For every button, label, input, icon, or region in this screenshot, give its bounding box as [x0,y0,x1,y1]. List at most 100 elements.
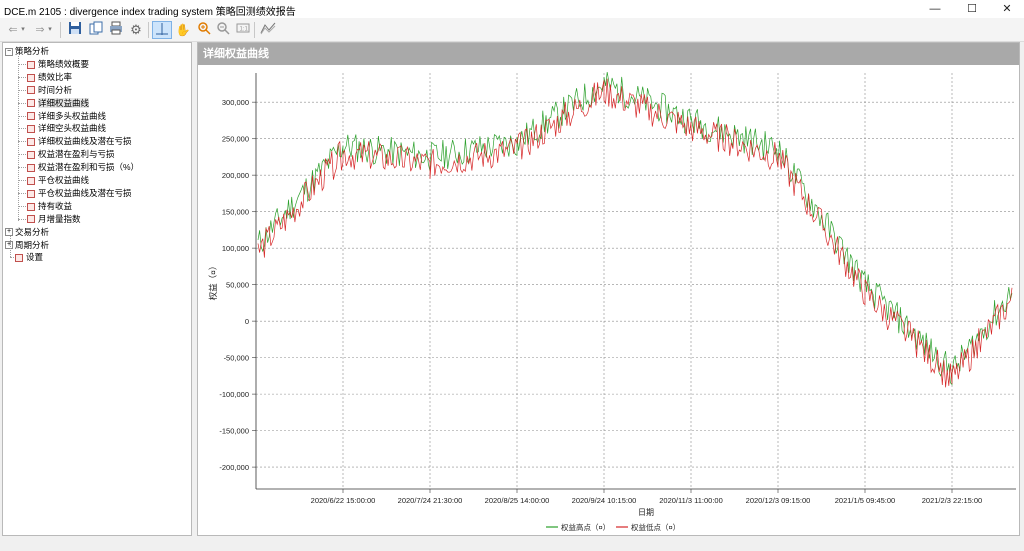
arrow-left-icon[interactable]: ⇐ [8,24,18,36]
tree-connector [18,56,19,221]
crosshair-icon[interactable] [152,21,172,39]
title-bar: DCE.m 2105 : divergence index trading sy… [0,0,1024,18]
y-tick-label: -150,000 [219,427,249,436]
tree-group-0[interactable]: − 策略分析 [5,45,49,58]
tree-item-label: 平仓权益曲线及潜在亏损 [38,187,132,198]
tree-connector [10,257,14,259]
equity-chart: 300,000 250,000 200,000 150,000 100,000 50,00… [208,71,1016,532]
tree-item-label: 平仓权益曲线 [38,175,90,185]
x-tick-label: 2020/12/3 09:15:00 [746,496,811,505]
y-tick-label: 300,000 [222,98,249,107]
maximize-button[interactable]: ☐ [967,3,977,15]
tree-item[interactable]: 详细多头权益曲线 [27,110,106,123]
y-tick-label: 0 [245,317,249,326]
y-tick-label: 200,000 [222,171,249,180]
tree-item[interactable]: 详细空头权益曲线 [27,122,106,135]
print-icon[interactable] [107,21,125,39]
report-page-icon [27,112,35,121]
toolbar-separator [60,22,61,38]
tree-item-label: 权益潜在盈利与亏损 [38,149,115,160]
tree-item[interactable]: 时间分析 [27,84,72,97]
y-tick-label: -200,000 [219,463,249,472]
tree-connector [18,89,26,91]
tree-item-label: 详细多头权益曲线 [38,110,107,121]
tree-item[interactable]: 绩效比率 [27,71,72,84]
report-page-icon [27,99,35,108]
arrow-right-icon[interactable]: ⇒ [35,24,45,36]
tree-item[interactable]: 权益潜在盈利与亏损 [27,148,115,161]
tree-connector [18,63,26,65]
tree-group-label: 策略分析 [15,46,50,56]
y-tick-label: -50,000 [224,354,249,363]
report-page-icon [27,202,35,211]
tree-item-label: 绩效比率 [38,71,73,82]
tree-item-label: 策略绩效概要 [38,58,90,69]
tree-item[interactable]: 月增量指数 [27,213,81,226]
x-tick-label: 2020/7/24 21:30:00 [398,496,463,505]
hand-icon[interactable]: ✋ [175,23,191,37]
tree-group-label: 周期分析 [15,239,50,250]
tree-connector [18,76,26,78]
x-tick-label: 2021/1/5 09:45:00 [835,496,895,505]
toolbar: ⇐ ▾ ⇒ ▾ ⚙ ✋ 1:1 [0,18,1024,42]
x-tick-label: 2020/6/22 15:00:00 [311,496,376,505]
y-tick-label: 250,000 [222,135,249,144]
tree-item[interactable]: 权益潜在盈利和亏损（%） [27,161,139,174]
zoom-in-icon[interactable] [195,21,213,39]
tree-item[interactable]: 平仓权益曲线 [27,174,89,187]
report-page-icon [27,86,35,95]
tree-item[interactable]: 详细权益曲线及潜在亏损 [27,135,132,148]
tree-connector [18,154,26,156]
chevron-down-icon[interactable]: ▾ [21,26,25,33]
tree-item-label: 时间分析 [38,84,73,95]
y-tick-label: -100,000 [219,390,249,399]
copy-icon[interactable] [87,21,105,39]
svg-text:1:1: 1:1 [240,27,249,33]
toolbar-separator [148,22,149,38]
tree-connector [18,192,26,194]
x-tick-label: 2021/2/3 22:15:00 [922,496,982,505]
tree-group-label: 交易分析 [15,226,50,237]
x-axis-label: 日期 [638,508,654,517]
tree-item-label: 详细权益曲线及潜在亏损 [38,136,132,147]
tree-item[interactable]: 策略绩效概要 [27,58,89,71]
tree-item-settings[interactable]: 设置 [15,251,43,264]
report-page-icon [27,215,35,224]
x-tick-label: 2020/9/24 10:15:00 [572,496,637,505]
tree-item[interactable]: 平仓权益曲线及潜在亏损 [27,187,132,200]
tree-connector [18,128,26,130]
legend-label: 权益低点（¤） [631,522,680,532]
chevron-down-icon[interactable]: ▾ [48,26,52,33]
y-tick-label: 100,000 [222,244,249,253]
tree-item[interactable]: 详细权益曲线 [27,97,90,110]
window-title: DCE.m 2105 : divergence index trading sy… [4,7,296,18]
tree-item-label: 持有收益 [38,200,73,211]
tree-connector [18,115,26,117]
tree-group-1[interactable]: + 交易分析 [5,226,49,239]
analysis-tree: − 策略分析 策略绩效概要 绩效比率 时间分析 详细权益曲线 详细多头权益曲线 详细空头权益曲… [2,42,192,536]
reset-zoom-icon[interactable]: 1:1 [234,21,252,39]
series-line-1 [257,78,1013,388]
tree-item-label: 详细空头权益曲线 [38,123,107,134]
save-icon[interactable] [66,21,84,39]
collapse-icon[interactable]: − [5,47,13,56]
tree-item-label: 权益潜在盈利和亏损（%） [38,162,140,173]
report-page-icon [27,138,35,147]
zoom-out-icon[interactable] [214,21,232,39]
tree-item[interactable]: 持有收益 [27,200,72,213]
report-page-icon [27,60,35,69]
expand-icon[interactable]: + [5,228,13,237]
tree-connector [18,141,26,143]
y-axis-label: 权益（¤） [208,262,218,301]
series-line-0 [257,71,1013,386]
minimize-button[interactable]: — [929,3,941,15]
chart-icon[interactable] [259,21,277,39]
tree-group-2[interactable]: + 周期分析 [5,239,49,252]
expand-icon[interactable]: + [5,241,13,250]
tree-connector [18,180,26,181]
legend-label: 权益高点（¤） [561,522,610,532]
tree-item-label: 月增量指数 [38,213,81,224]
report-page-icon [27,163,35,172]
close-button[interactable]: ✕ [1002,3,1012,15]
gear-icon[interactable]: ⚙ [130,22,142,37]
